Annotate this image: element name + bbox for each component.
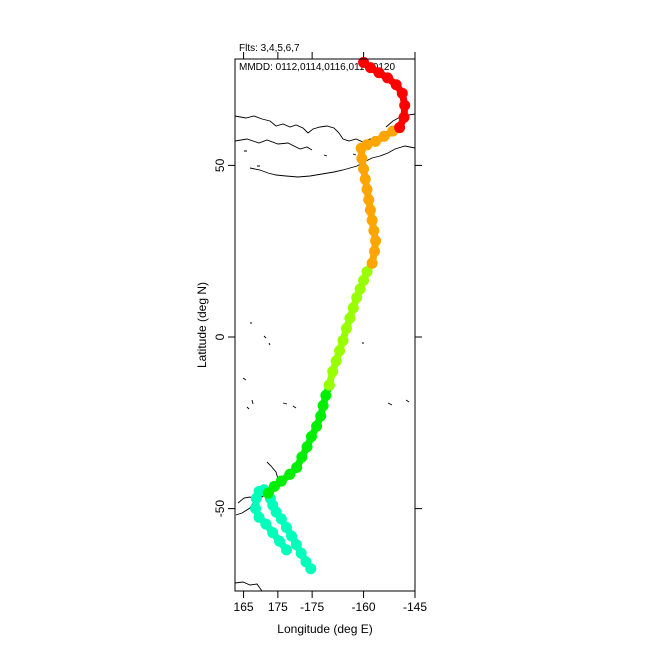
data-point bbox=[295, 547, 307, 559]
data-point bbox=[378, 130, 390, 142]
data-point bbox=[359, 173, 371, 185]
data-point bbox=[267, 527, 279, 539]
y-tick-label: -50 bbox=[213, 500, 227, 518]
x-axis-title: Longitude (deg E) bbox=[277, 622, 372, 636]
data-point bbox=[363, 194, 375, 206]
data-point bbox=[330, 355, 342, 367]
data-point bbox=[394, 122, 406, 134]
y-tick-label: 0 bbox=[213, 333, 227, 340]
data-point bbox=[284, 468, 296, 480]
alaska-coastline bbox=[249, 113, 415, 178]
data-point bbox=[382, 72, 394, 84]
data-point bbox=[311, 420, 323, 432]
siberia-coastline bbox=[235, 115, 376, 151]
pacific-islands bbox=[242, 322, 410, 410]
y-tick-label: 50 bbox=[213, 158, 227, 172]
data-point bbox=[291, 461, 303, 473]
data-point bbox=[344, 312, 356, 324]
data-point bbox=[368, 225, 380, 237]
data-point bbox=[373, 67, 385, 79]
data-point bbox=[399, 99, 411, 111]
data-point bbox=[366, 214, 378, 226]
plot-frame bbox=[234, 58, 416, 592]
data-point bbox=[280, 544, 292, 556]
data-point bbox=[361, 183, 373, 195]
data-point bbox=[370, 135, 382, 147]
data-point bbox=[323, 379, 335, 391]
data-point bbox=[320, 389, 332, 401]
data-point bbox=[398, 111, 410, 123]
data-point bbox=[361, 266, 373, 278]
data-point bbox=[305, 431, 317, 443]
data-point bbox=[356, 153, 368, 165]
data-point bbox=[396, 87, 408, 99]
data-point bbox=[274, 535, 286, 547]
series-2 bbox=[262, 379, 335, 499]
data-point bbox=[358, 56, 370, 68]
data-point bbox=[358, 163, 370, 175]
data-point bbox=[334, 345, 346, 357]
x-tick-label: -175 bbox=[300, 600, 324, 614]
series-4 bbox=[355, 122, 406, 269]
data-point bbox=[315, 410, 327, 422]
data-point bbox=[280, 522, 292, 534]
data-point bbox=[317, 400, 329, 412]
series-1 bbox=[250, 484, 317, 575]
flights-header: Flts: 3,4,5,6,7 bbox=[239, 43, 300, 54]
right-axis bbox=[415, 164, 422, 510]
x-axis: 165 175 -175 -160 -145 bbox=[234, 591, 427, 614]
top-axis bbox=[243, 52, 416, 59]
data-point bbox=[351, 292, 363, 304]
y-axis: 50 0 -50 bbox=[213, 158, 235, 517]
data-point bbox=[347, 302, 359, 314]
data-point bbox=[250, 492, 262, 504]
data-point bbox=[369, 245, 381, 257]
x-tick-label: 165 bbox=[234, 600, 254, 614]
data-point bbox=[301, 441, 313, 453]
data-point bbox=[366, 257, 378, 269]
data-point bbox=[260, 518, 272, 530]
antarctica-coastline bbox=[235, 581, 263, 591]
data-point bbox=[290, 539, 302, 551]
series-layer bbox=[250, 56, 411, 575]
aleutian-islands bbox=[244, 150, 357, 167]
data-point bbox=[358, 274, 370, 286]
data-point bbox=[390, 79, 402, 91]
x-tick-label: -160 bbox=[352, 600, 376, 614]
data-point bbox=[253, 511, 265, 523]
data-point bbox=[296, 451, 308, 463]
series-3 bbox=[323, 257, 378, 391]
x-tick-label: 175 bbox=[268, 600, 288, 614]
data-point bbox=[370, 235, 382, 247]
x-tick-label: -145 bbox=[403, 600, 427, 614]
data-point bbox=[300, 556, 312, 568]
y-axis-title: Latitude (deg N) bbox=[195, 282, 209, 368]
data-point bbox=[250, 503, 262, 515]
data-point bbox=[327, 365, 339, 377]
data-point bbox=[364, 204, 376, 216]
data-point bbox=[361, 139, 373, 151]
data-point bbox=[337, 334, 349, 346]
data-point bbox=[340, 322, 352, 334]
data-point bbox=[275, 475, 287, 487]
series-5 bbox=[358, 56, 411, 134]
dates-header: MMDD: 0112,0114,0116,0118,0120 bbox=[239, 62, 395, 73]
data-point bbox=[354, 283, 366, 295]
data-point bbox=[286, 530, 298, 542]
